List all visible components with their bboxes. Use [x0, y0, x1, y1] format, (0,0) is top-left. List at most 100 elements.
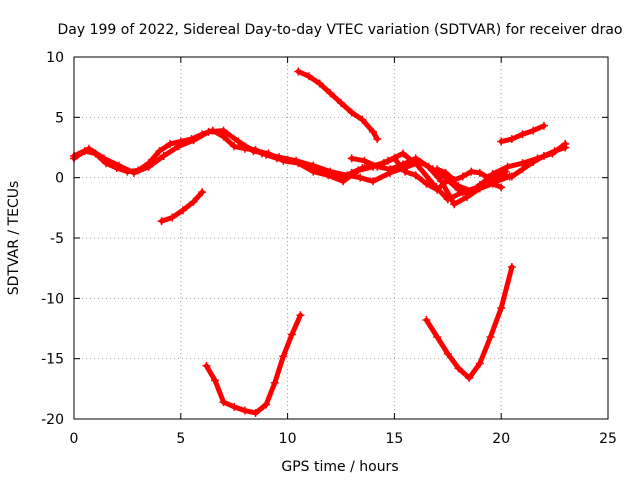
series-line	[423, 264, 515, 381]
data-point	[422, 316, 431, 325]
data-point	[129, 168, 138, 177]
data-point	[486, 332, 495, 341]
data-point	[166, 139, 175, 148]
y-axis: 10 5 0 -5 -10 -15 -20	[41, 50, 608, 428]
data-point	[561, 139, 570, 148]
data-point	[411, 171, 420, 180]
y-tick-label: 0	[55, 171, 64, 187]
series-sat-h	[157, 188, 207, 226]
data-point	[458, 172, 467, 181]
series-line	[159, 189, 205, 224]
data-point	[275, 153, 284, 162]
data-point	[168, 213, 177, 222]
data-point	[326, 89, 335, 98]
data-point	[294, 67, 303, 76]
data-point	[189, 136, 198, 145]
data-point	[398, 149, 407, 158]
data-point	[144, 162, 153, 171]
x-tick-label: 5	[176, 431, 185, 447]
series-line	[71, 128, 568, 202]
x-axis: 0 5 10 15 20 25	[70, 57, 617, 447]
data-point	[358, 115, 367, 124]
data-point	[204, 127, 213, 136]
data-point	[454, 182, 463, 191]
grid	[74, 57, 608, 419]
x-tick-label: 0	[70, 431, 79, 447]
data-point	[411, 154, 420, 163]
series-sat-a	[70, 126, 570, 199]
data-point	[454, 364, 463, 373]
data-point	[309, 161, 318, 170]
data-point	[383, 156, 392, 165]
data-point	[114, 161, 123, 170]
data-point	[159, 151, 168, 160]
series-line	[203, 312, 303, 416]
data-point	[398, 160, 407, 169]
data-point	[99, 154, 108, 163]
data-point	[539, 121, 548, 130]
data-point	[475, 184, 484, 193]
data-point	[497, 183, 506, 192]
data-point	[326, 167, 335, 176]
data-point	[369, 127, 378, 136]
data-point	[178, 206, 187, 215]
data-point	[234, 137, 243, 146]
x-tick-label: 20	[492, 431, 510, 447]
data-point	[428, 179, 437, 188]
data-point	[492, 171, 501, 180]
data-point	[219, 126, 228, 135]
data-point	[475, 359, 484, 368]
data-point	[497, 303, 506, 312]
data-point	[230, 402, 239, 411]
data-point	[210, 376, 219, 385]
data-point	[262, 400, 271, 409]
series-sat-i	[202, 311, 305, 417]
data-point	[155, 147, 164, 156]
data-point	[507, 262, 516, 271]
data-point	[337, 98, 345, 107]
y-tick-label: 5	[55, 110, 64, 126]
series-group	[70, 67, 570, 417]
data-point	[488, 179, 497, 188]
data-point	[373, 135, 382, 144]
data-point	[533, 154, 542, 163]
data-point	[529, 126, 538, 135]
data-point	[463, 192, 472, 201]
data-point	[373, 162, 382, 171]
data-point	[189, 197, 198, 206]
data-point	[503, 162, 512, 171]
data-point	[450, 200, 459, 209]
data-point	[433, 332, 442, 341]
data-point	[548, 149, 557, 158]
data-point	[360, 156, 369, 165]
data-point	[174, 142, 183, 151]
data-point	[287, 330, 296, 339]
data-point	[343, 171, 352, 180]
x-tick-label: 25	[599, 431, 617, 447]
data-point	[84, 144, 93, 153]
data-point	[356, 173, 365, 182]
data-point	[354, 166, 363, 175]
data-point	[497, 137, 506, 146]
data-point	[292, 156, 301, 165]
data-point	[441, 168, 450, 177]
data-point	[484, 173, 493, 182]
data-point	[386, 165, 395, 174]
series-sat-b	[70, 126, 570, 204]
y-tick-label: -15	[41, 352, 64, 368]
data-point	[505, 172, 514, 181]
data-point	[198, 188, 207, 197]
data-point	[270, 378, 279, 387]
data-point	[304, 72, 313, 81]
data-point	[347, 154, 356, 163]
data-point	[339, 177, 348, 186]
data-point	[257, 149, 266, 158]
data-point	[518, 130, 527, 139]
data-point	[157, 217, 166, 226]
chart-title: Day 199 of 2022, Sidereal Day-to-day VTE…	[57, 22, 622, 38]
data-point	[369, 177, 378, 186]
series-sat-d	[347, 154, 506, 209]
data-point	[507, 135, 516, 144]
data-point	[240, 406, 249, 415]
